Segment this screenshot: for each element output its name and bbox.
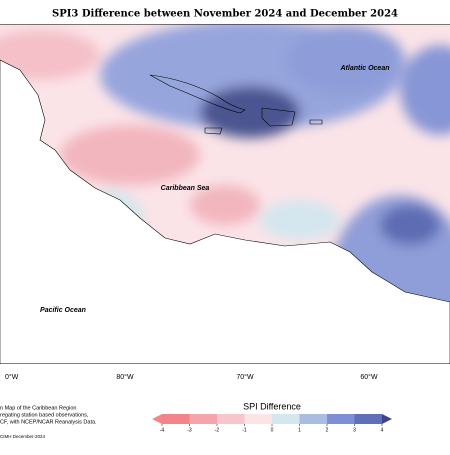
colorbar-segment <box>217 414 245 424</box>
colorbar-segment <box>272 414 300 424</box>
longitude-label: 0°W <box>5 373 19 381</box>
colorbar-segment <box>354 414 383 424</box>
colorbar-segment <box>189 414 218 424</box>
longitude-label: 60°W <box>360 373 378 381</box>
map <box>0 24 450 364</box>
colorbar-segment <box>299 414 328 424</box>
colorbar-segment <box>327 414 355 424</box>
sea-label: Caribbean Sea <box>161 185 210 192</box>
footnote: regating station based observations, <box>0 412 89 418</box>
footnote: CF, with NCEP/NCAR Reanalysis Data. <box>0 419 97 425</box>
colorbar-extend <box>382 414 392 424</box>
legend-title: SPI Difference <box>243 401 301 411</box>
ocean-label: Atlantic Ocean <box>339 65 389 72</box>
colorbar-label: 0 <box>271 427 274 433</box>
ocean-label: Pacific Ocean <box>40 307 86 314</box>
title: SPI3 Difference between November 2024 an… <box>52 9 398 20</box>
colorbar-segment <box>244 414 273 424</box>
colorbar-label: -4 <box>160 427 165 433</box>
colorbar-label: 4 <box>381 427 384 433</box>
credit: CIMH December-2024 <box>0 434 46 439</box>
colorbar-extend <box>152 414 162 424</box>
colorbar-label: 1 <box>298 427 301 433</box>
longitude-label: 70°W <box>236 373 254 381</box>
colorbar-label: 3 <box>353 427 356 433</box>
colorbar-segment <box>162 414 190 424</box>
colorbar-label: -2 <box>215 427 220 433</box>
footnote: n Map of the Caribbean Region <box>0 405 76 411</box>
colorbar-label: -3 <box>187 427 192 433</box>
colorbar-label: -1 <box>242 427 247 433</box>
longitude-label: 80°W <box>116 373 134 381</box>
colorbar-label: 2 <box>326 427 329 433</box>
